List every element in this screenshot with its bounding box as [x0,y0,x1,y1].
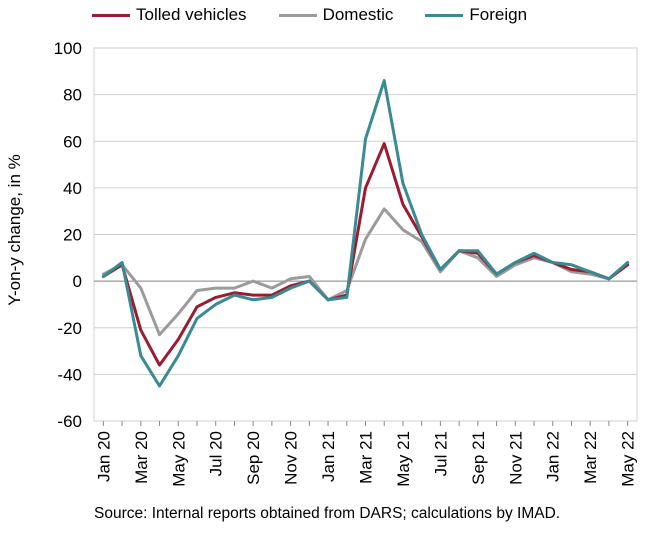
source-note: Source: Internal reports obtained from D… [94,505,561,522]
legend-swatch [425,13,464,17]
y-tick-label: -60 [57,412,82,431]
x-tick-label: Nov 20 [282,431,301,485]
x-tick-label: Jul 20 [207,431,226,476]
x-tick-label: Mar 21 [357,431,376,484]
x-tick-label: Jan 21 [319,431,338,482]
y-tick-label: 80 [63,86,82,105]
series-line-foreign [101,79,630,388]
tick-labels: -60 -40 -20 0 20 40 60 80 100 Jan 20 Mar 20 May 20 J… [54,39,638,487]
legend-label: Tolled vehicles [136,5,247,24]
legend: Tolled vehicles Domestic Foreign [92,5,559,25]
y-tick-label: 40 [63,179,82,198]
x-tick-label: Sep 20 [244,431,263,485]
x-tick-label: Mar 20 [132,431,151,484]
axes [93,47,638,426]
y-tick-label: 60 [63,132,82,151]
series-line-tolled-vehicles [101,142,630,367]
legend-label: Foreign [469,5,528,24]
x-tick-label: May 20 [169,431,188,487]
grid-lines [94,47,637,422]
x-tick-label: Mar 22 [581,431,600,484]
y-tick-label: -20 [57,319,82,338]
y-tick-label: 20 [63,226,82,245]
y-tick-label: 100 [54,39,82,58]
legend-swatch [278,13,317,17]
legend-item: Tolled vehicles [92,5,247,25]
x-tick-label: Nov 21 [506,431,525,485]
x-tick-label: Jul 21 [431,431,450,476]
x-tick-label: May 21 [394,431,413,487]
y-tick-label: -40 [57,365,82,384]
series-lines [101,79,630,388]
series-line-domestic [101,207,630,337]
legend-item: Domestic [278,5,394,25]
legend-swatch [92,13,130,17]
y-tick-label: 0 [73,272,82,291]
legend-label: Domestic [322,5,394,24]
x-tick-label: Sep 21 [469,431,488,485]
legend-item: Foreign [425,5,527,25]
x-tick-label: May 22 [619,431,638,487]
y-axis-label: Y-on-y change, in % [5,154,24,306]
x-tick-label: Jan 22 [544,431,563,482]
x-tick-label: Jan 20 [94,431,113,482]
